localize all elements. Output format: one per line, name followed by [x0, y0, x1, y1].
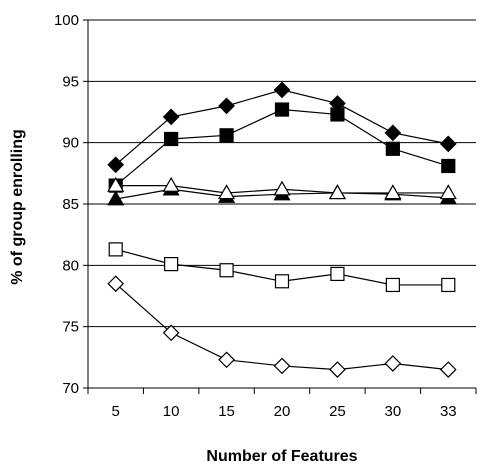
series-1 — [107, 81, 457, 174]
y-tick-label-95: 95 — [62, 73, 79, 90]
x-axis-title: Number of Features — [206, 448, 357, 465]
y-tick-label-100: 100 — [54, 12, 79, 29]
series-2-point-7 — [441, 158, 456, 174]
series-5-point-5 — [330, 266, 345, 282]
series-1-point-1 — [107, 156, 125, 174]
series-4-point-7 — [439, 184, 457, 200]
series-1-point-6 — [384, 124, 402, 142]
series-6-point-6 — [384, 355, 402, 372]
series-2-point-3 — [219, 128, 234, 143]
series-1-point-4 — [273, 81, 291, 99]
y-tick-label-75: 75 — [62, 319, 79, 336]
series-6-point-2 — [162, 324, 180, 342]
series-4-point-2 — [162, 176, 180, 192]
series-6-point-5 — [329, 361, 346, 378]
series-4-point-1 — [107, 176, 125, 192]
series-5-point-3 — [219, 263, 234, 278]
series-1-point-7 — [439, 135, 457, 153]
series-2-point-6 — [385, 141, 400, 156]
x-tick-label-25: 25 — [329, 403, 346, 420]
series-6-point-4 — [273, 357, 291, 375]
series-2 — [108, 102, 456, 193]
series-4 — [107, 176, 457, 200]
series-5-point-2 — [164, 257, 179, 272]
x-tick-label-33: 33 — [440, 403, 457, 420]
y-tick-label-85: 85 — [62, 196, 79, 213]
series-2-point-5 — [330, 107, 345, 122]
series-6 — [107, 275, 457, 378]
series-5-point-1 — [108, 242, 123, 257]
series-5 — [108, 242, 456, 293]
y-tick-label-80: 80 — [62, 257, 79, 274]
series-3-point-1 — [107, 190, 125, 206]
x-tick-label-10: 10 — [163, 403, 180, 420]
series-2-point-4 — [274, 102, 290, 117]
series-5-point-4 — [274, 274, 290, 289]
x-tick-label-20: 20 — [274, 403, 291, 420]
x-tick-label-5: 5 — [112, 403, 120, 420]
series-4-point-4 — [273, 180, 291, 196]
series-2-point-2 — [164, 131, 179, 147]
series-4-point-5 — [328, 184, 346, 200]
series-4-point-6 — [384, 184, 402, 200]
series-6-point-3 — [218, 351, 235, 369]
y-tick-label-90: 90 — [62, 135, 79, 152]
series-5-point-6 — [385, 277, 400, 293]
series-6-point-1 — [107, 275, 125, 293]
series-1-point-2 — [162, 108, 180, 126]
y-tick-label-70: 70 — [62, 380, 79, 397]
series-6-point-7 — [439, 361, 457, 378]
tick-labels: 70 75 80 85 90 95 100 5 10 15 20 25 30 33 — [54, 12, 457, 420]
axes — [83, 19, 477, 394]
series-group — [107, 81, 457, 378]
grid-lines — [88, 19, 476, 389]
series-4-point-3 — [218, 184, 236, 200]
series-1-point-3 — [218, 97, 235, 115]
y-axis-title: % of group enrolling — [9, 129, 26, 285]
series-5-point-7 — [441, 277, 456, 293]
x-tick-label-15: 15 — [218, 403, 235, 420]
x-tick-label-30: 30 — [385, 403, 402, 420]
